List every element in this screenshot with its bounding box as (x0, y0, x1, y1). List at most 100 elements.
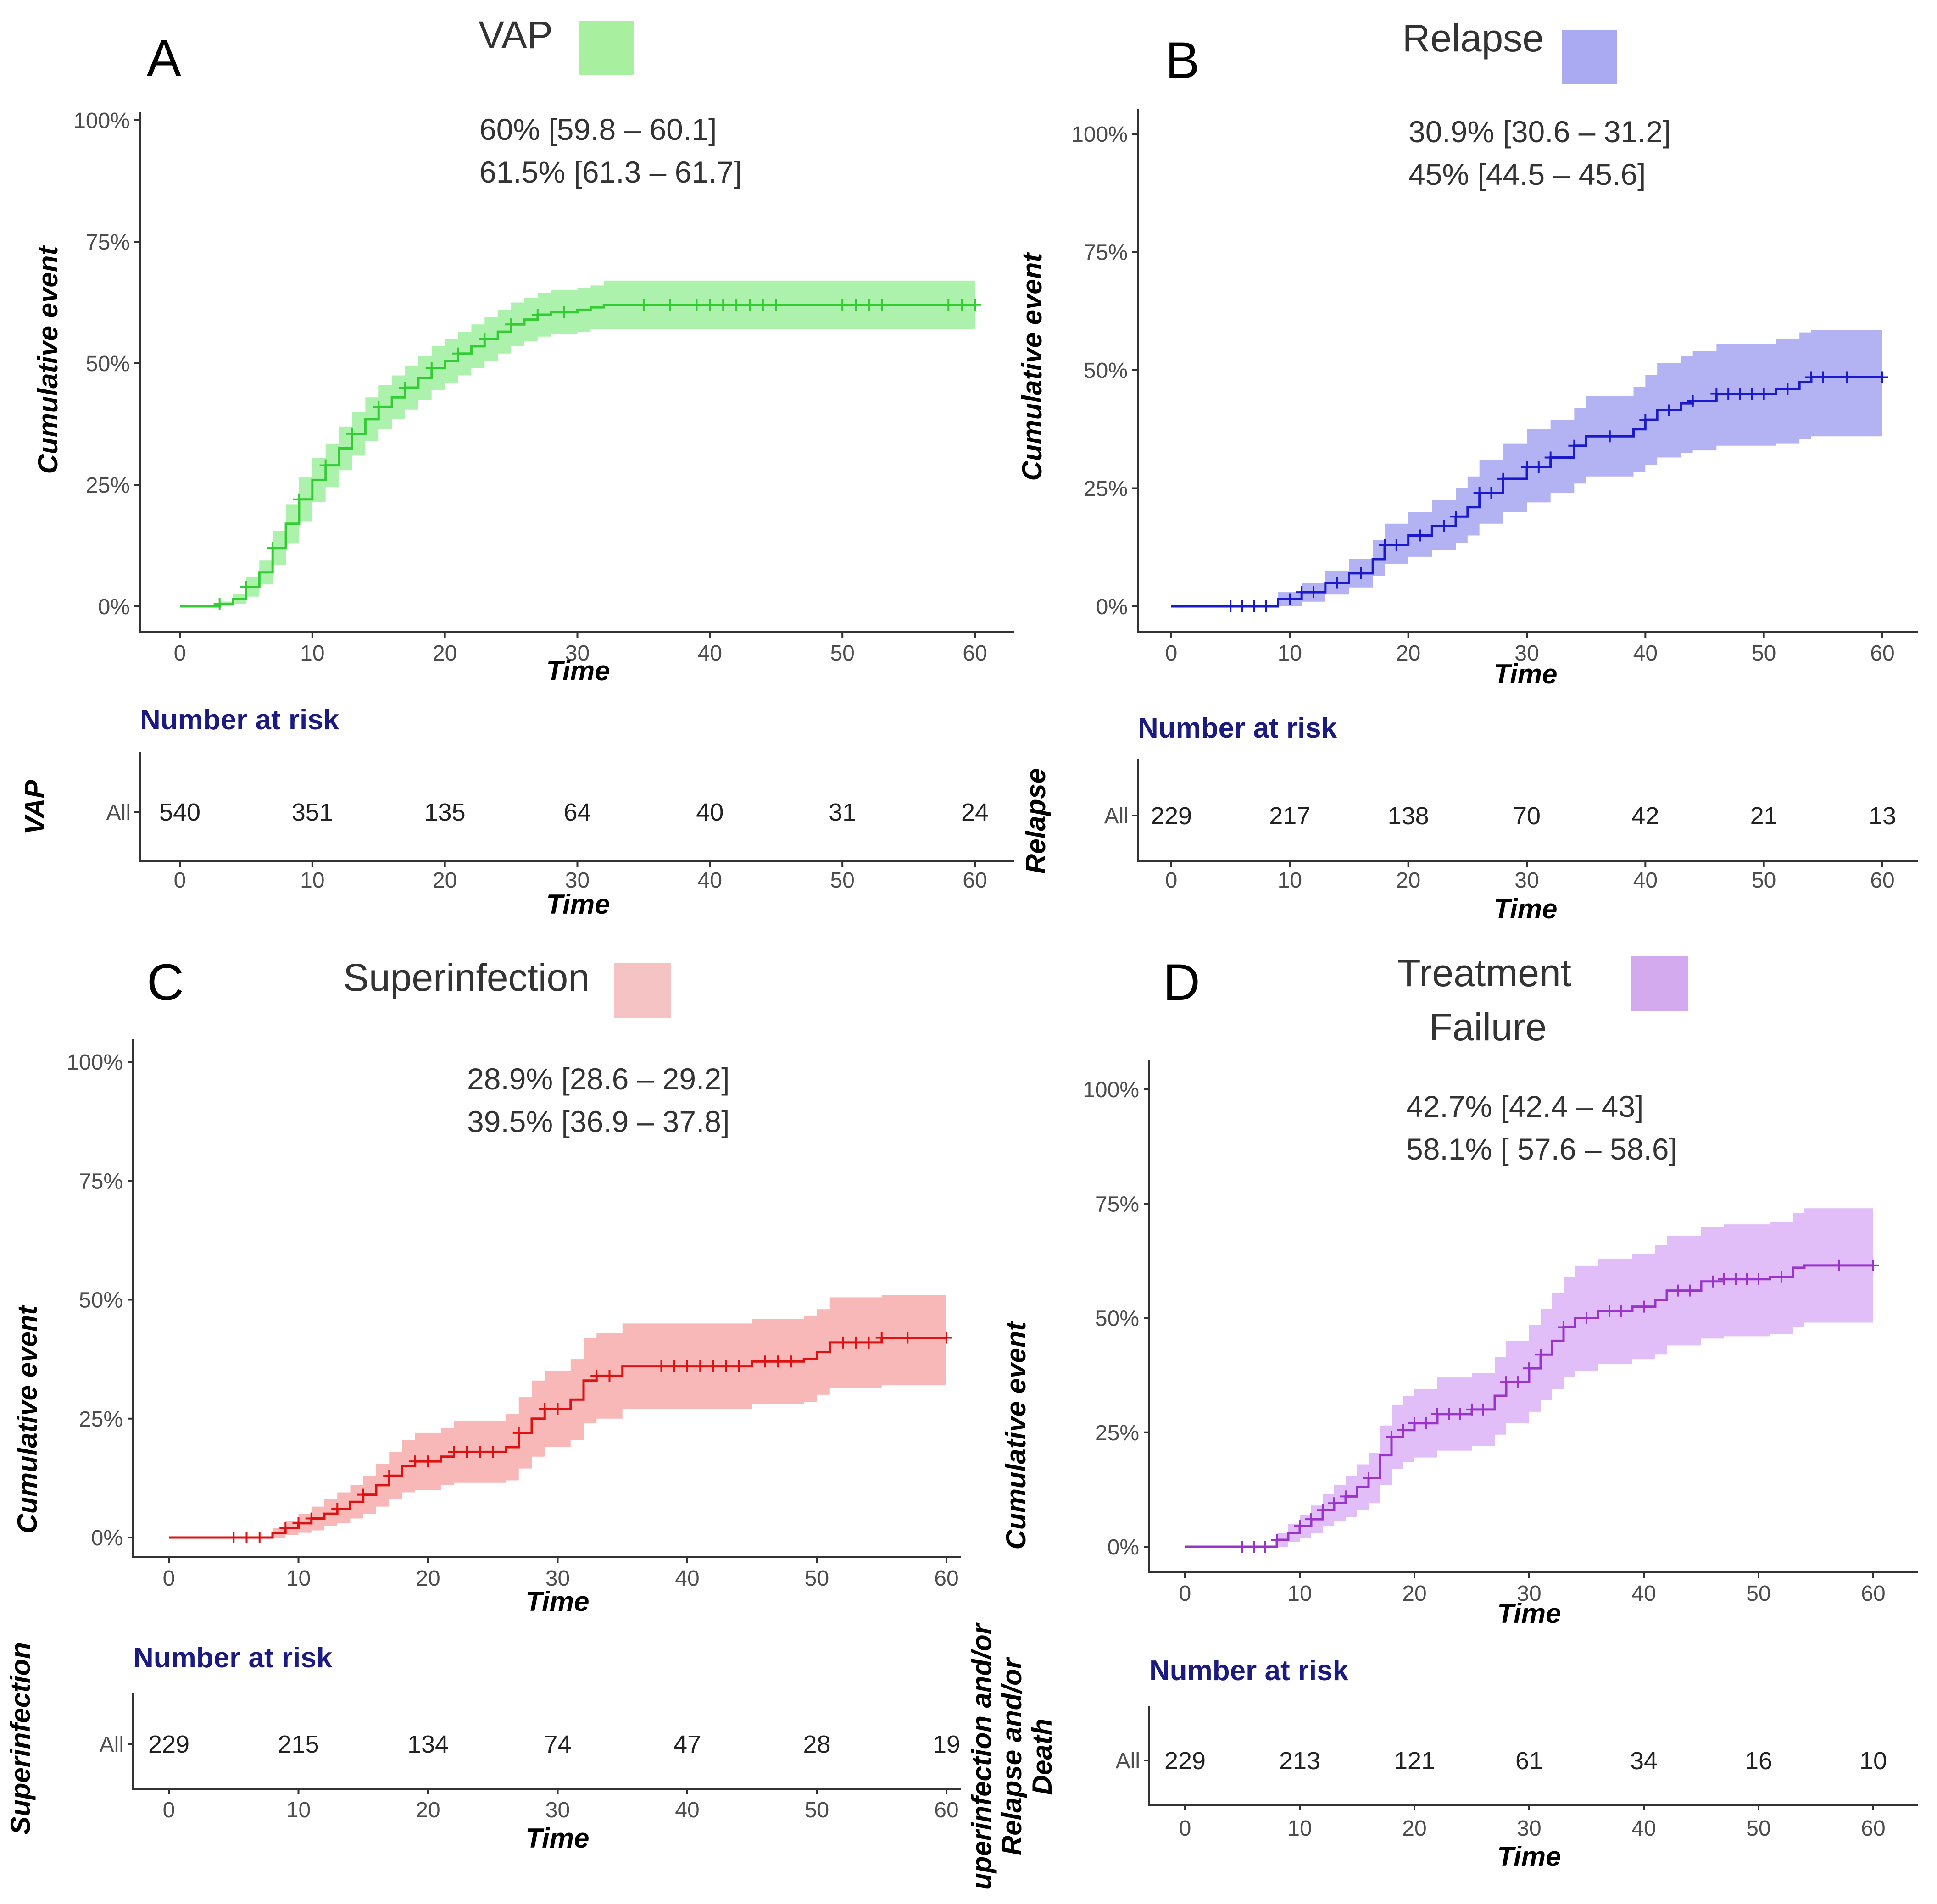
risk-table-title: Number at risk (140, 704, 340, 736)
risk-table-title: Number at risk (1138, 712, 1337, 744)
censor-mark (1615, 1305, 1627, 1317)
y-tick-label: 100% (1071, 122, 1128, 147)
censor-mark (956, 299, 968, 311)
censor-mark (399, 382, 412, 394)
censor-mark (1687, 394, 1699, 407)
risk-table-title: Number at risk (133, 1642, 333, 1674)
censor-mark (267, 542, 279, 554)
censor-mark (558, 306, 570, 318)
y-axis-label: Cumulative event (1001, 1321, 1031, 1550)
censor-mark (720, 1360, 732, 1372)
censor-mark (1431, 1408, 1443, 1420)
censor-mark (1305, 1513, 1317, 1526)
risk-count: 74 (544, 1731, 571, 1758)
stat-line: 58.1% [ 57.6 – 58.6] (1406, 1132, 1677, 1166)
censor-mark (757, 299, 769, 311)
legend-title: Treatment (1397, 951, 1571, 994)
censor-mark (1817, 371, 1829, 383)
x-tick-label: 50 (1752, 641, 1776, 666)
censor-mark (1420, 1417, 1432, 1429)
risk-x-tick-label: 40 (1631, 1816, 1656, 1841)
censor-mark (1248, 600, 1260, 612)
censor-mark (1466, 1403, 1478, 1416)
x-tick-label: 10 (1287, 1582, 1312, 1606)
x-tick-label: 20 (1396, 641, 1420, 666)
censor-mark (1225, 600, 1237, 612)
censor-mark (487, 1446, 499, 1458)
risk-x-tick-label: 0 (1179, 1816, 1191, 1841)
y-tick-label: 100% (67, 1050, 123, 1075)
x-tick-label: 40 (1631, 1582, 1656, 1606)
censor-mark (1363, 1472, 1375, 1484)
censor-mark (357, 1488, 369, 1501)
censor-mark (1532, 461, 1545, 473)
legend-title: VAP (479, 13, 553, 56)
y-tick-label: 0% (91, 1526, 123, 1550)
censor-mark (1558, 1321, 1570, 1333)
risk-count: 135 (424, 799, 466, 826)
panel-label: A (147, 29, 181, 87)
censor-mark (1741, 1273, 1753, 1285)
censor-mark (228, 1532, 240, 1543)
risk-count: 47 (673, 1731, 701, 1758)
risk-x-tick-label: 40 (675, 1798, 699, 1822)
risk-y-axis-label: Relapse (1020, 768, 1051, 874)
censor-mark (213, 598, 226, 610)
censor-mark (1271, 1534, 1283, 1546)
censor-mark (1450, 511, 1462, 523)
x-tick-label: 40 (698, 641, 722, 666)
risk-x-tick-label: 30 (1517, 1816, 1541, 1841)
risk-count: 42 (1631, 802, 1659, 830)
y-axis-label: Cumulative event (33, 245, 63, 474)
censor-mark (743, 299, 756, 311)
risk-x-tick-label: 10 (1287, 1816, 1312, 1841)
risk-row-label: All (106, 800, 131, 825)
risk-x-tick-label: 20 (1402, 1816, 1426, 1841)
x-tick-label: 0 (174, 641, 186, 666)
censor-mark (240, 1532, 253, 1543)
censor-mark (512, 1427, 525, 1439)
censor-mark (902, 1332, 914, 1344)
risk-count: 70 (1513, 802, 1541, 830)
risk-x-axis-label: Time (1497, 1841, 1561, 1872)
risk-count: 213 (1279, 1747, 1320, 1775)
censor-mark (850, 1336, 862, 1349)
censor-mark (785, 1355, 797, 1368)
risk-table-axes (139, 752, 1014, 862)
censor-mark (1663, 404, 1675, 416)
panel-d: D Treatment Failure 42.7% [42.4 – 43] 58.1% … (966, 951, 1918, 1890)
censor-mark (1397, 1424, 1409, 1436)
censor-mark (1603, 430, 1616, 443)
y-tick-label: 0% (1096, 595, 1128, 619)
stat-line: 42.7% [42.4 – 43] (1406, 1089, 1643, 1123)
censor-mark (539, 1403, 551, 1416)
censor-mark (1473, 487, 1486, 499)
legend-swatch (579, 21, 634, 75)
censor-mark (1639, 414, 1652, 426)
censor-mark (603, 1370, 616, 1382)
risk-count: 229 (148, 1731, 189, 1758)
censor-mark (479, 333, 491, 345)
censor-mark (1758, 388, 1770, 400)
plot-axes (1137, 109, 1918, 633)
y-tick-label: 0% (1108, 1535, 1139, 1560)
y-tick-label: 50% (1095, 1307, 1139, 1331)
y-tick-label: 50% (1084, 359, 1128, 383)
risk-x-tick-label: 60 (1870, 868, 1894, 893)
risk-table-axes (132, 1693, 961, 1790)
stat-line: 61.5% [61.3 – 61.7] (479, 155, 742, 189)
stat-line: 60% [59.8 – 60.1] (479, 112, 717, 146)
censor-mark (346, 427, 358, 440)
stat-line: 45% [44.5 – 45.6] (1408, 157, 1646, 191)
censor-mark (1236, 600, 1248, 612)
risk-x-tick-label: 40 (1633, 868, 1658, 893)
x-tick-label: 0 (163, 1566, 175, 1591)
x-tick-label: 30 (545, 1566, 570, 1591)
censor-mark (240, 581, 252, 593)
risk-row-label: All (1116, 1749, 1140, 1773)
plot-axes (139, 112, 1014, 633)
x-tick-label: 60 (963, 641, 987, 666)
censor-mark (1294, 1520, 1306, 1532)
censor-mark (1414, 529, 1426, 542)
y-tick-label: 50% (79, 1288, 123, 1313)
